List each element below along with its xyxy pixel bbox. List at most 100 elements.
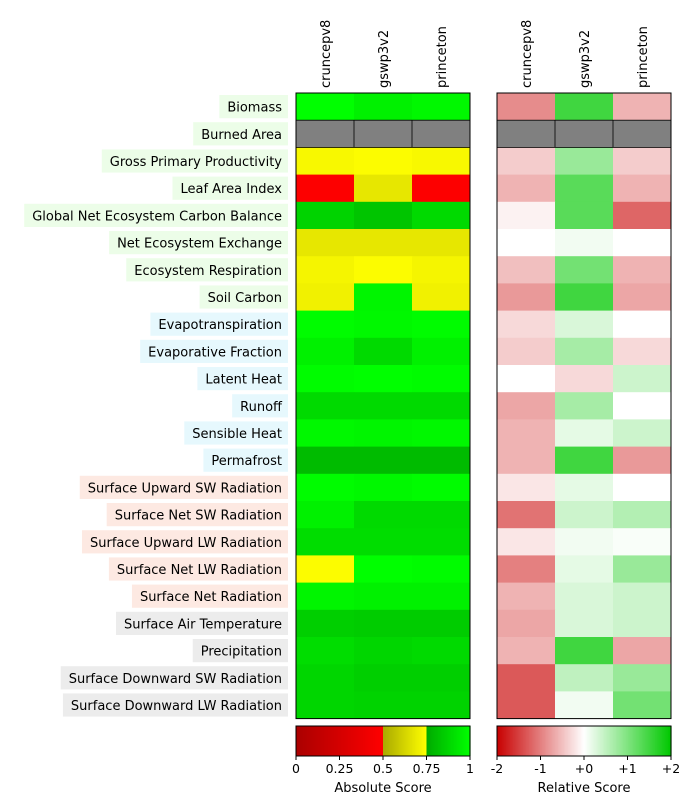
relative-colorbar-segment — [646, 726, 649, 756]
absolute-score-cell — [296, 392, 355, 420]
relative-colorbar-segment — [511, 726, 514, 756]
relative-colorbar-segment — [578, 726, 581, 756]
row-labels: Biomass Burned Area Gross Primary Producti… — [24, 95, 288, 717]
relative-colorbar-segment — [512, 726, 515, 756]
absolute-score-cell — [412, 609, 471, 638]
absolute-score-cell — [354, 120, 413, 148]
absolute-colorbar-segment — [461, 726, 464, 756]
relative-colorbar-segment — [501, 726, 504, 756]
row-label-background — [203, 448, 288, 472]
relative-colorbar-segment — [601, 726, 604, 756]
row-label: Surface Net Radiation — [140, 590, 282, 605]
absolute-colorbar-segment — [393, 726, 396, 756]
absolute-colorbar-segment — [352, 726, 355, 756]
absolute-score-cell — [296, 256, 355, 284]
absolute-colorbar-segment — [320, 726, 323, 756]
absolute-colorbar-tick-label: 0.75 — [413, 761, 441, 776]
absolute-colorbar-segment — [436, 726, 439, 756]
relative-colorbar-segment — [550, 726, 553, 756]
absolute-colorbar-segment — [417, 726, 420, 756]
relative-score-cell — [555, 419, 614, 447]
relative-colorbar-segment — [636, 726, 639, 756]
absolute-score-cell — [296, 283, 355, 311]
absolute-column-header-gswp3v2: gswp3v2 — [377, 30, 392, 88]
relative-colorbar-segment — [633, 726, 636, 756]
absolute-colorbar-segment — [407, 726, 410, 756]
absolute-colorbar-segment — [364, 726, 367, 756]
absolute-colorbar-segment — [459, 726, 462, 756]
absolute-colorbar-segment — [375, 726, 378, 756]
absolute-colorbar-segment — [311, 726, 314, 756]
relative-colorbar-segment — [582, 726, 585, 756]
relative-score-cell — [497, 392, 556, 420]
relative-colorbar-segment — [659, 726, 662, 756]
relative-colorbar-segment — [570, 726, 573, 756]
absolute-score-cell — [412, 147, 471, 175]
row-label: Evapotranspiration — [158, 318, 282, 333]
absolute-score-cell — [296, 229, 355, 257]
row-label: Surface Air Temperature — [124, 617, 282, 632]
absolute-colorbar-segment — [314, 726, 317, 756]
absolute-column-header-cruncepv8: cruncepv8 — [319, 20, 334, 88]
row-label-background — [24, 203, 288, 227]
absolute-score-cell — [412, 419, 471, 447]
absolute-colorbar-segment — [429, 726, 432, 756]
absolute-score-cell — [412, 664, 471, 692]
relative-score-cell — [555, 201, 614, 230]
relative-colorbar-segment — [628, 726, 631, 756]
relative-score-cell — [613, 691, 672, 719]
absolute-colorbar-segment — [323, 726, 326, 756]
absolute-colorbar-segment — [439, 726, 442, 756]
absolute-score-cell — [354, 310, 413, 339]
relative-score-cell — [613, 528, 672, 556]
absolute-colorbar-segment — [384, 726, 387, 756]
absolute-colorbar-segment — [409, 726, 412, 756]
relative-score-cell — [497, 174, 556, 203]
absolute-colorbar-segment — [359, 726, 362, 756]
relative-colorbar-segment — [643, 726, 646, 756]
relative-colorbar-segment — [536, 726, 539, 756]
relative-colorbar-segment — [607, 726, 610, 756]
relative-colorbar-segment — [620, 726, 623, 756]
relative-score-cell — [555, 473, 614, 502]
relative-colorbar-segment — [640, 726, 643, 756]
relative-score-cell — [555, 365, 614, 393]
absolute-score-cell — [412, 473, 471, 502]
relative-colorbar-segment — [589, 726, 592, 756]
relative-colorbar-segment — [637, 726, 640, 756]
relative-score-cell — [497, 120, 556, 148]
absolute-score-cell — [354, 174, 413, 203]
relative-colorbar-segment — [608, 726, 611, 756]
absolute-colorbar-segment — [448, 726, 451, 756]
absolute-score-cell — [296, 528, 355, 556]
absolute-colorbar-segment — [336, 726, 339, 756]
relative-score-cell — [613, 147, 672, 175]
absolute-colorbar-segment — [441, 726, 444, 756]
absolute-score-cell — [354, 637, 413, 665]
absolute-score-cell — [296, 691, 355, 719]
relative-colorbar-segment — [642, 726, 645, 756]
relative-colorbar-segment — [662, 726, 665, 756]
absolute-colorbar-segment — [340, 726, 343, 756]
relative-colorbar-segment — [556, 726, 559, 756]
relative-colorbar-segment — [660, 726, 663, 756]
absolute-column-header-princeton: princeton — [435, 26, 450, 88]
absolute-colorbar-segment — [458, 726, 461, 756]
relative-score-cell — [497, 473, 556, 502]
relative-colorbar-segment — [546, 726, 549, 756]
relative-colorbar-segment — [617, 726, 620, 756]
relative-colorbar-segment — [531, 726, 534, 756]
absolute-colorbar-segment — [329, 726, 332, 756]
absolute-colorbar-label: Absolute Score — [334, 781, 431, 796]
absolute-colorbar-segment — [362, 726, 365, 756]
relative-colorbar-segment — [573, 726, 576, 756]
relative-score-cell — [555, 120, 614, 148]
row-label-background — [172, 176, 288, 200]
relative-colorbar-segment — [655, 726, 658, 756]
relative-score-cell — [613, 473, 672, 502]
relative-colorbar-segment — [624, 726, 627, 756]
absolute-colorbar-segment — [432, 726, 435, 756]
row-label-background — [126, 258, 288, 282]
column-headers: cruncepv8 gswp3v2 princeton cruncepv8 gswp3v… — [319, 20, 651, 88]
absolute-colorbar-segment — [335, 726, 338, 756]
